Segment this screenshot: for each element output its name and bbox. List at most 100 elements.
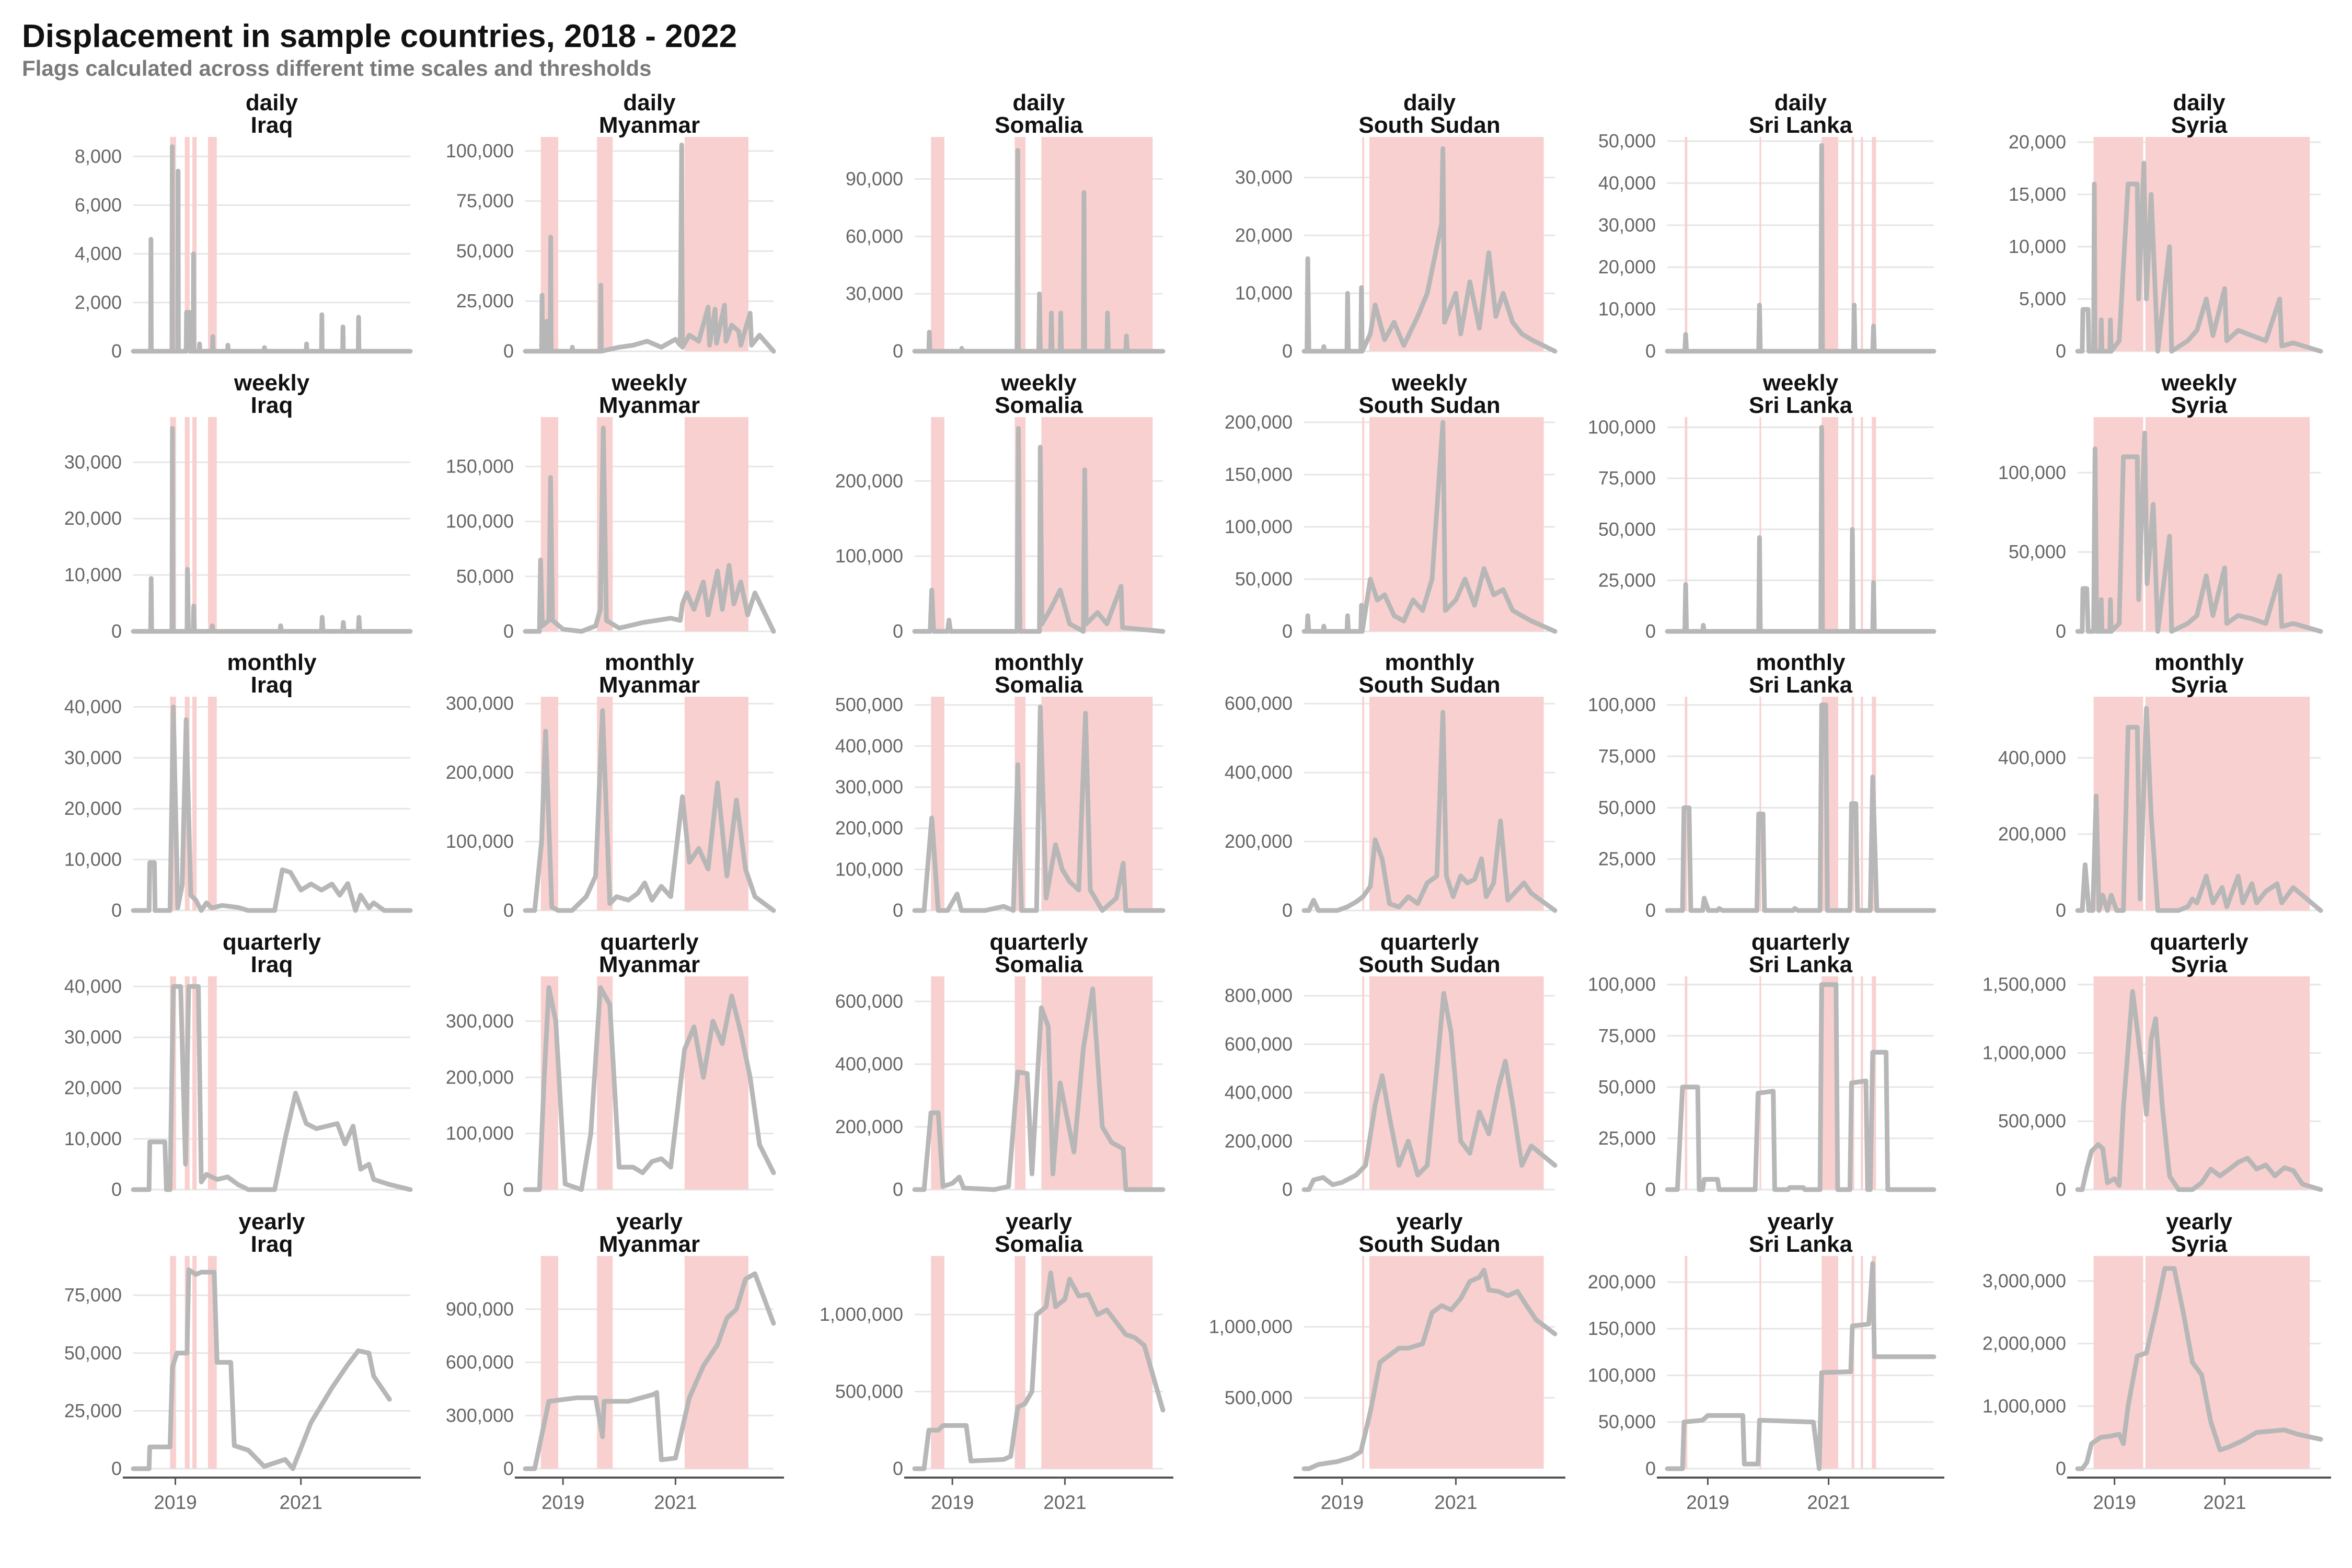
- flag-band: [1759, 137, 1761, 351]
- y-tick-label: 100,000: [446, 140, 514, 162]
- y-tick-label: 10,000: [1598, 298, 1656, 320]
- panel-title-timescale: yearly: [1006, 1209, 1073, 1235]
- flag-band: [1362, 417, 1364, 631]
- flag-band: [1362, 976, 1364, 1190]
- y-tick-label: 0: [503, 1179, 514, 1200]
- flag-band: [192, 417, 197, 631]
- y-tick-label: 20,000: [64, 508, 122, 529]
- series-line: [2075, 160, 2323, 354]
- series-line: [1665, 702, 1936, 913]
- panel-title-country: Syria: [2171, 952, 2228, 977]
- y-tick-label: 0: [1645, 1458, 1656, 1479]
- flag-band: [1872, 417, 1876, 631]
- x-tick-label: 2021: [654, 1492, 697, 1513]
- y-tick-label: 6,000: [75, 194, 122, 215]
- panel-sri-lanka-daily: 0 10,000 20,000 30,000 40,000 50,000 dailySri …: [1598, 90, 1936, 362]
- panel-title-country: Myanmar: [599, 1231, 700, 1257]
- chart-header: Displacement in sample countries, 2018 -…: [22, 18, 737, 80]
- x-tick-label: 2021: [280, 1492, 322, 1513]
- y-tick-label: 0: [1282, 340, 1293, 362]
- flag-band: [185, 137, 190, 351]
- flag-band: [1872, 1256, 1876, 1469]
- panel-title-timescale: weekly: [234, 370, 310, 396]
- series-line: [912, 426, 1166, 634]
- y-tick-label: 25,000: [64, 1400, 122, 1421]
- panel-title-timescale: weekly: [2161, 370, 2237, 396]
- panel-title-timescale: quarterly: [223, 929, 321, 955]
- y-tick-label: 400,000: [1998, 747, 2066, 768]
- flag-band: [1369, 1256, 1544, 1469]
- y-tick-label: 0: [2056, 900, 2066, 921]
- y-tick-label: 500,000: [1225, 1387, 1293, 1408]
- y-tick-label: 8,000: [75, 145, 122, 167]
- flag-band: [207, 417, 217, 631]
- series-line: [1665, 982, 1936, 1192]
- y-tick-label: 900,000: [446, 1298, 514, 1320]
- flag-band: [192, 976, 197, 1190]
- flag-band: [1861, 417, 1863, 631]
- y-tick-label: 50,000: [1598, 797, 1656, 818]
- series-line: [523, 425, 776, 634]
- y-tick-label: 40,000: [64, 696, 122, 717]
- y-tick-label: 50,000: [1235, 568, 1293, 590]
- y-tick-label: 20,000: [1235, 224, 1293, 246]
- flag-band: [207, 137, 217, 351]
- series-line: [2075, 989, 2323, 1192]
- panel-title-timescale: quarterly: [1380, 929, 1479, 955]
- y-tick-label: 200,000: [1225, 1130, 1293, 1151]
- panel-south-sudan-quarterly: 0 200,000 400,000 600,000 800,000 quarterlySo…: [1225, 929, 1558, 1200]
- y-tick-label: 300,000: [835, 776, 903, 798]
- panel-title-country: Myanmar: [599, 952, 700, 977]
- y-tick-label: 0: [111, 1179, 122, 1200]
- y-tick-label: 1,000,000: [820, 1304, 903, 1325]
- y-tick-label: 2,000: [75, 292, 122, 313]
- y-tick-label: 25,000: [1598, 848, 1656, 870]
- y-tick-label: 0: [111, 620, 122, 642]
- y-tick-label: 150,000: [1588, 1318, 1656, 1339]
- panel-title-country: Myanmar: [599, 112, 700, 138]
- panel-title-timescale: quarterly: [1751, 929, 1850, 955]
- y-tick-label: 300,000: [446, 1404, 514, 1426]
- series-line: [131, 144, 413, 354]
- y-tick-label: 30,000: [64, 747, 122, 768]
- y-tick-label: 0: [1282, 620, 1293, 642]
- flag-band: [1041, 137, 1153, 351]
- series-line: [2075, 706, 2323, 913]
- y-tick-label: 3,000,000: [1982, 1270, 2066, 1292]
- series-line: [131, 1267, 392, 1471]
- y-tick-label: 25,000: [456, 290, 514, 312]
- y-tick-label: 200,000: [835, 470, 903, 491]
- y-tick-label: 25,000: [1598, 1127, 1656, 1149]
- panel-title-timescale: monthly: [1756, 650, 1846, 675]
- y-tick-label: 75,000: [456, 190, 514, 212]
- y-tick-label: 100,000: [835, 545, 903, 567]
- y-tick-label: 0: [1645, 340, 1656, 362]
- panel-title-country: Iraq: [251, 393, 293, 418]
- panel-title-timescale: yearly: [1396, 1209, 1463, 1235]
- y-tick-label: 0: [111, 1458, 122, 1479]
- y-tick-label: 0: [1645, 900, 1656, 921]
- y-tick-label: 10,000: [1235, 282, 1293, 304]
- series-line: [2075, 430, 2323, 634]
- y-tick-label: 40,000: [64, 975, 122, 997]
- flag-band: [1685, 697, 1688, 910]
- flag-band: [684, 976, 748, 1190]
- y-tick-label: 500,000: [835, 694, 903, 716]
- y-tick-label: 60,000: [846, 225, 903, 247]
- panel-title-country: South Sudan: [1358, 1231, 1500, 1257]
- panel-title-timescale: weekly: [1762, 370, 1839, 396]
- series-line: [523, 708, 776, 913]
- y-tick-label: 5,000: [2019, 288, 2066, 309]
- panel-south-sudan-weekly: 0 50,000 100,000 150,000 200,000 weeklySouth …: [1225, 370, 1558, 642]
- y-tick-label: 50,000: [1598, 130, 1656, 152]
- series-line: [2075, 1266, 2323, 1471]
- y-tick-label: 100,000: [446, 831, 514, 852]
- panel-title-timescale: weekly: [1000, 370, 1077, 396]
- flag-band: [1861, 137, 1863, 351]
